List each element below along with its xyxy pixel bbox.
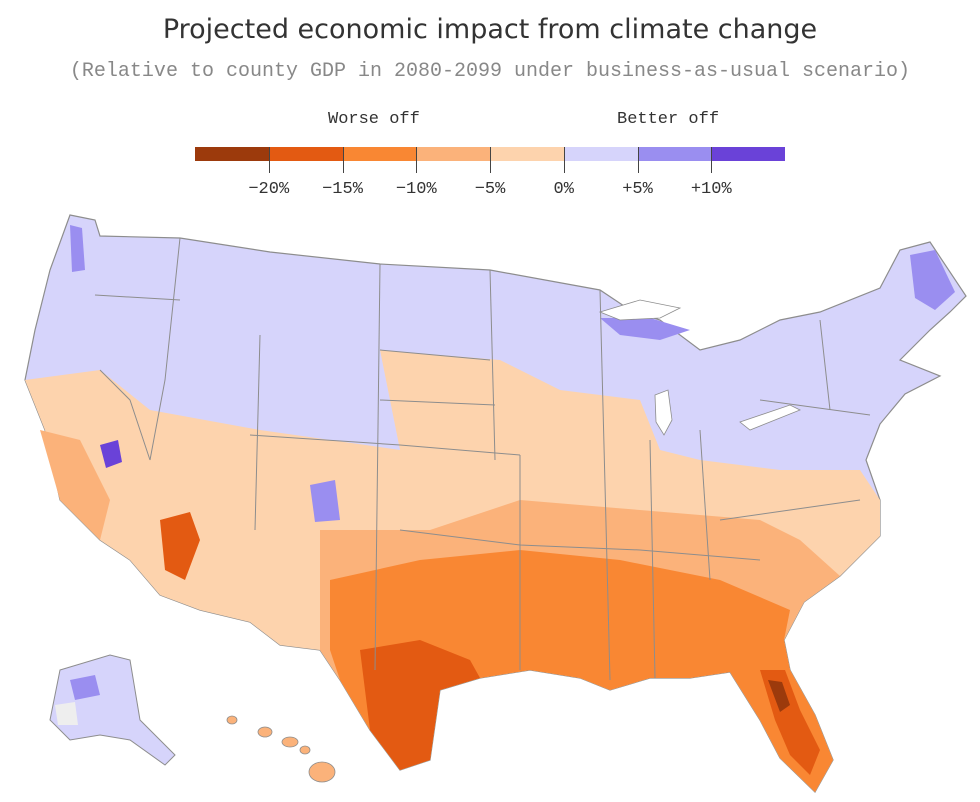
legend-tick-label: 0% [553,180,574,199]
region-maine-benefit [910,250,955,310]
state-borders [94,237,871,681]
legend-swatch [195,147,269,161]
legend-swatch [711,147,785,161]
region-nevada-strong-benefit [100,440,122,468]
legend-better-label: Better off [617,110,720,129]
legend-swatch [490,147,564,161]
region-washington-benefit [70,225,85,272]
chart-title: Projected economic impact from climate c… [162,14,818,45]
legend-tick [711,147,713,173]
legend-swatch [563,147,638,161]
legend-swatch [637,147,712,161]
us-county-map [24,214,967,793]
legend-tick [563,147,565,173]
chart-subtitle: (Relative to county GDP in 2080-2099 und… [69,60,911,83]
legend-worse-label: Worse off [328,110,420,129]
legend-tick [490,147,491,173]
alaska-no-data [55,702,78,725]
legend-ticks [195,147,785,177]
alaska-benefit [70,675,100,700]
legend-tick-label: −20% [248,180,290,199]
lake-michigan [654,389,673,436]
lake-superior [598,299,682,321]
legend-tick [637,147,639,173]
region-arizona-severe [160,512,200,580]
legend-swatch [342,147,417,161]
legend-tick [342,147,344,173]
lake-erie [739,404,801,431]
region-colorado-benefit [310,480,340,522]
legend-tick [416,147,418,173]
region-florida-extreme [768,680,790,712]
legend-tick-label: +10% [690,180,732,199]
legend-swatch [416,147,490,161]
region-california-moderate [40,430,110,540]
region-michigan-benefit [600,318,690,340]
legend-tick-label: −5% [474,180,506,199]
legend-tick-label: +5% [622,180,653,199]
legend-color-scale [195,147,785,161]
legend-tick-label: −15% [322,180,363,199]
region-deep-south-severe [330,550,833,792]
hawaii-islands [226,715,336,783]
legend-tick-label: −10% [395,180,437,199]
region-texas-severe [360,640,480,770]
legend-swatch [268,147,343,161]
region-great-plains-mild [380,350,660,450]
legend-tick [268,147,270,173]
